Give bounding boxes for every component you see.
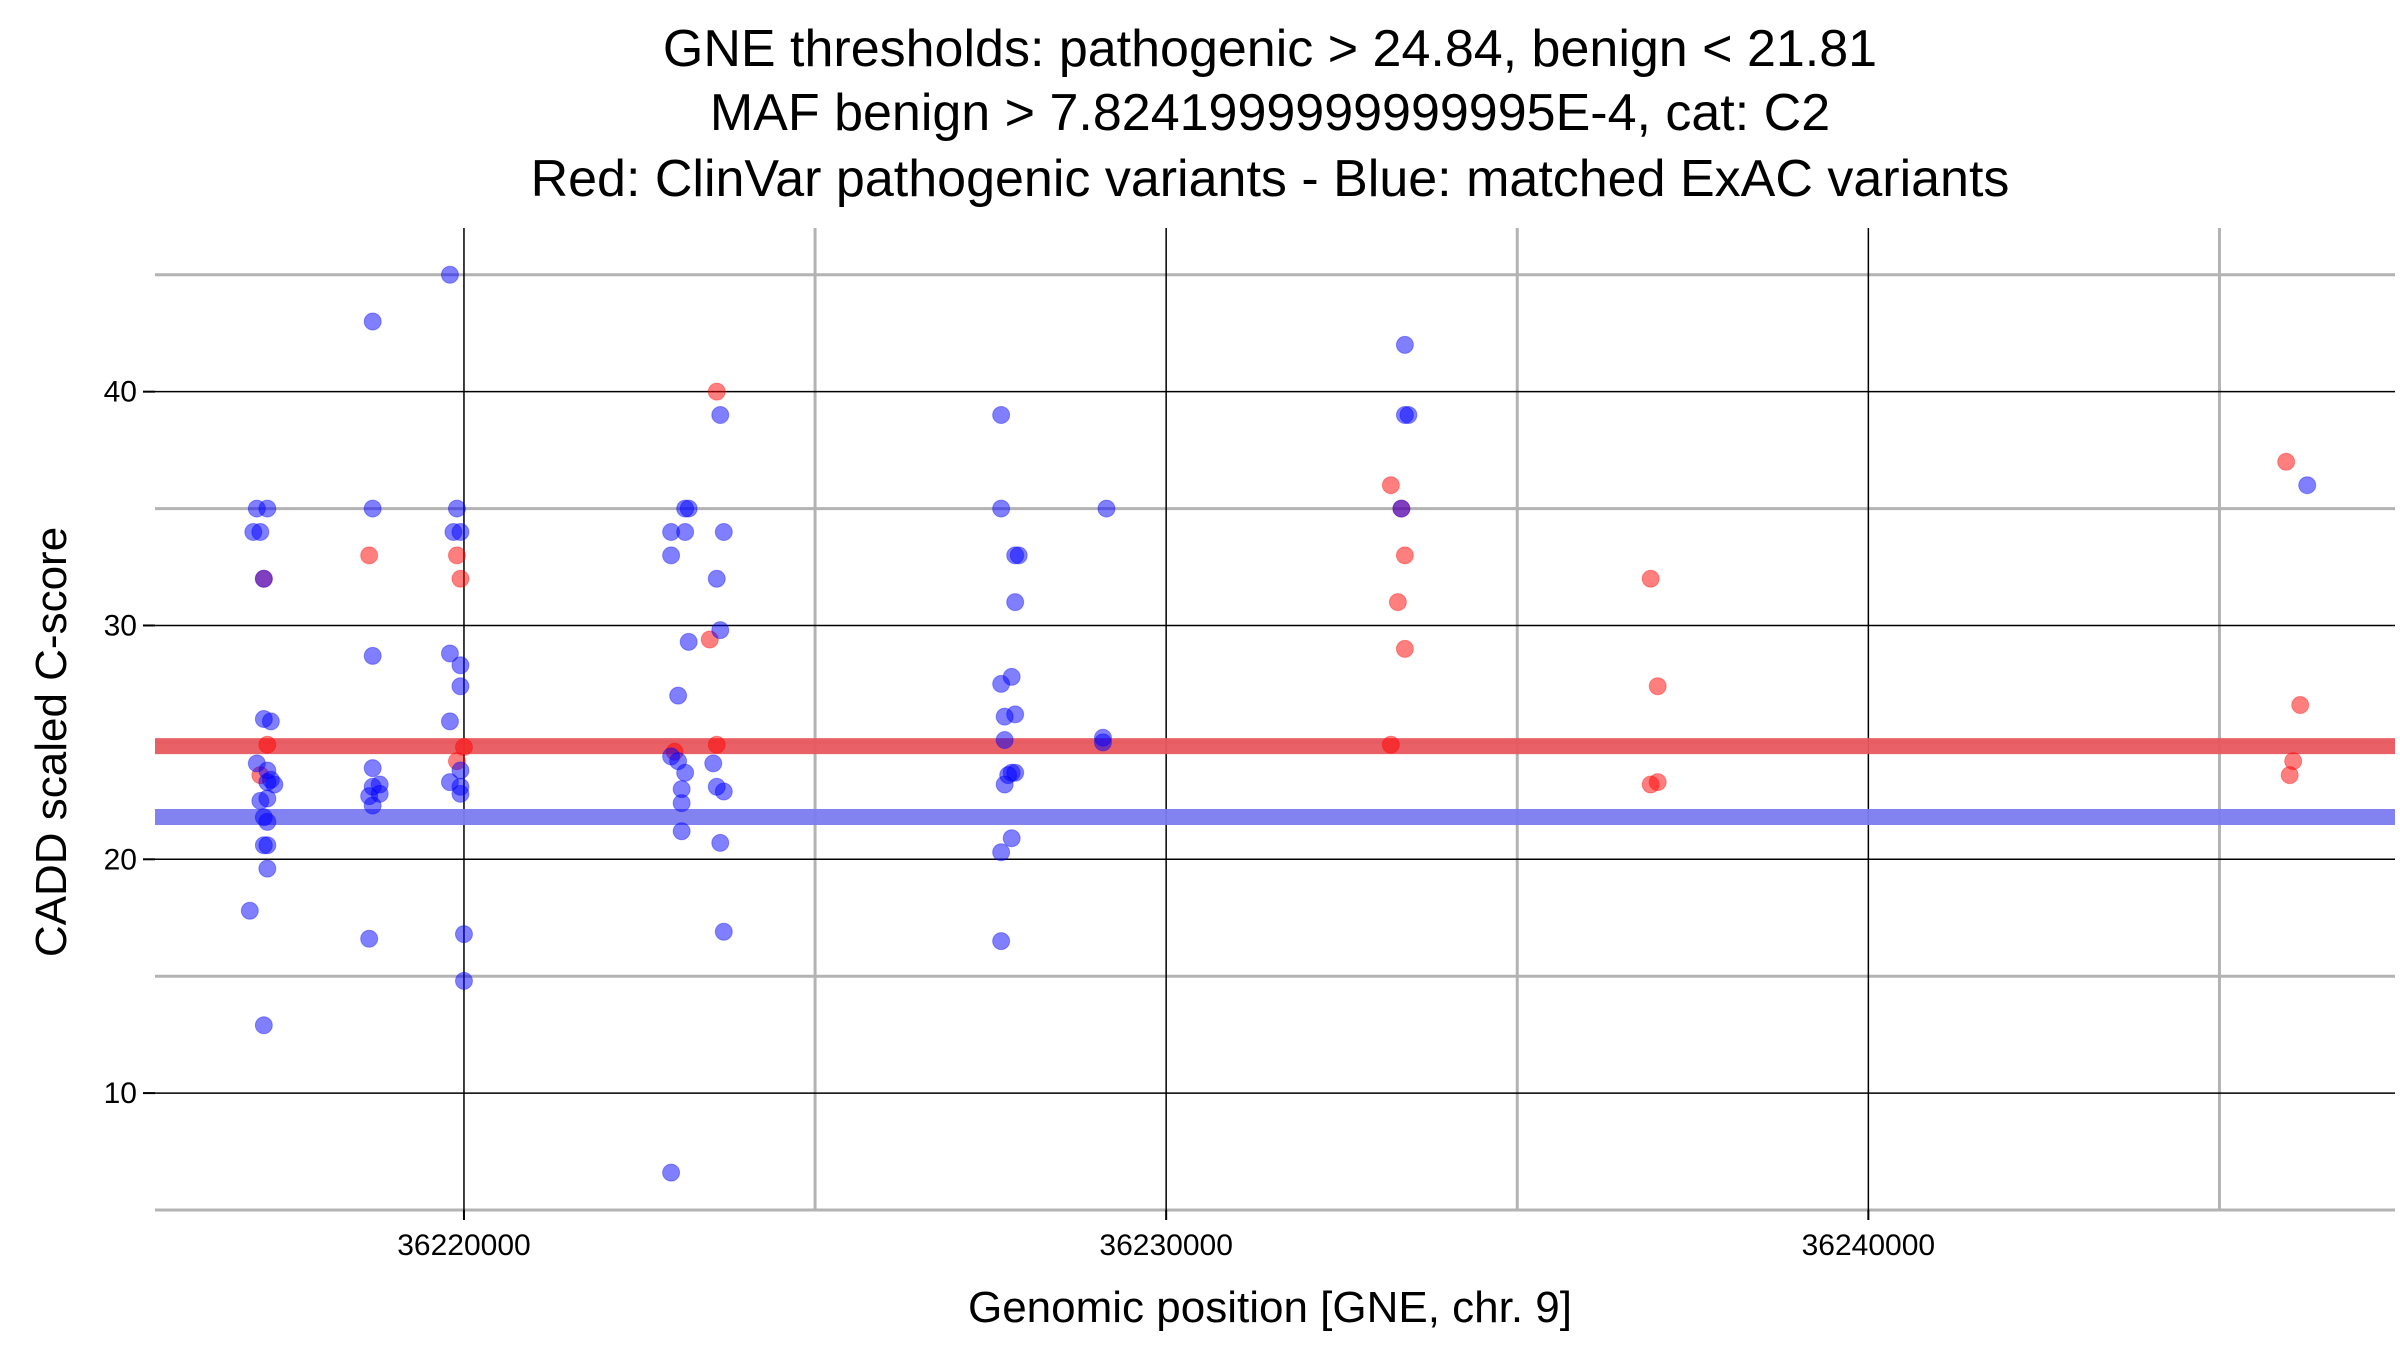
data-point	[454, 971, 473, 990]
data-point	[451, 784, 470, 803]
x-tick-label: 36230000	[1099, 1229, 1232, 1262]
data-point	[440, 265, 459, 284]
data-point	[258, 859, 277, 878]
data-point	[451, 656, 470, 675]
data-point	[711, 833, 730, 852]
data-point	[451, 522, 470, 541]
data-point	[1648, 773, 1667, 792]
data-point	[992, 932, 1011, 951]
y-tick-label: 10	[104, 1077, 137, 1110]
data-point	[440, 712, 459, 731]
data-point	[1009, 546, 1028, 565]
data-point	[662, 1163, 681, 1182]
data-point	[2298, 476, 2317, 495]
data-point	[1006, 593, 1025, 612]
data-point	[258, 735, 277, 754]
data-point	[679, 499, 698, 518]
axes: 10 20 30 40 36220000 36230000 36240000	[104, 376, 1935, 1262]
data-point	[363, 646, 382, 665]
data-point	[992, 843, 1011, 862]
data-point	[2280, 766, 2299, 785]
data-point	[258, 499, 277, 518]
y-axis-title: CADD scaled C-score	[27, 527, 76, 957]
data-point	[360, 546, 379, 565]
data-point	[707, 569, 726, 588]
data-point	[1093, 733, 1112, 752]
data-point	[679, 632, 698, 651]
data-point	[711, 621, 730, 640]
data-point	[1006, 705, 1025, 724]
threshold-lines	[155, 738, 2395, 825]
chart-title-line-1: GNE thresholds: pathogenic > 24.84, beni…	[663, 20, 1877, 78]
x-tick-label: 36240000	[1802, 1229, 1935, 1262]
data-point	[704, 754, 723, 773]
data-point	[1097, 499, 1116, 518]
chart-title-line-3: Red: ClinVar pathogenic variants - Blue:…	[531, 150, 2010, 208]
x-axis-title: Genomic position [GNE, chr. 9]	[968, 1283, 1572, 1332]
data-point	[1399, 406, 1418, 425]
y-tick-label: 40	[104, 376, 137, 409]
data-point	[1381, 735, 1400, 754]
data-point	[447, 499, 466, 518]
chart-title-line-2: MAF benign > 7.8241999999999995E-4, cat:…	[710, 84, 1830, 142]
data-point	[992, 406, 1011, 425]
data-point	[1641, 569, 1660, 588]
data-point	[707, 382, 726, 401]
data-point	[995, 731, 1014, 750]
data-point	[258, 836, 277, 855]
data-points	[240, 265, 2317, 1182]
data-point	[1648, 677, 1667, 696]
data-point	[2277, 452, 2296, 471]
data-point	[676, 522, 695, 541]
data-point	[714, 522, 733, 541]
minor-gridlines	[155, 228, 2395, 1212]
data-point	[995, 775, 1014, 794]
data-point	[1395, 335, 1414, 354]
data-point	[254, 1016, 273, 1035]
data-point	[1392, 499, 1411, 518]
data-point	[669, 686, 688, 705]
major-gridlines	[155, 228, 2395, 1210]
data-point	[1381, 476, 1400, 495]
data-point	[711, 406, 730, 425]
data-point	[714, 782, 733, 801]
data-point	[714, 922, 733, 941]
data-point	[258, 789, 277, 808]
data-point	[454, 738, 473, 757]
data-point	[363, 312, 382, 331]
data-point	[251, 522, 270, 541]
data-point	[363, 499, 382, 518]
data-point	[672, 794, 691, 813]
data-point	[254, 569, 273, 588]
data-point	[451, 569, 470, 588]
data-point	[1388, 593, 1407, 612]
data-point	[258, 812, 277, 831]
data-point	[992, 499, 1011, 518]
data-point	[672, 822, 691, 841]
y-tick-label: 20	[104, 843, 137, 876]
data-point	[451, 677, 470, 696]
data-point	[1395, 639, 1414, 658]
data-point	[1395, 546, 1414, 565]
data-point	[240, 901, 259, 920]
data-point	[1002, 829, 1021, 848]
data-point	[258, 773, 277, 792]
data-point	[363, 759, 382, 778]
data-point	[676, 763, 695, 782]
data-point	[1002, 667, 1021, 686]
chart-title: GNE thresholds: pathogenic > 24.84, beni…	[531, 20, 2010, 208]
data-point	[454, 925, 473, 944]
data-point	[662, 546, 681, 565]
data-point	[707, 735, 726, 754]
y-tick-label: 30	[104, 609, 137, 642]
data-point	[440, 644, 459, 663]
x-tick-label: 36220000	[397, 1229, 530, 1262]
data-point	[447, 546, 466, 565]
data-point	[360, 929, 379, 948]
data-point	[261, 712, 280, 731]
data-point	[363, 796, 382, 815]
data-point	[2291, 695, 2310, 714]
